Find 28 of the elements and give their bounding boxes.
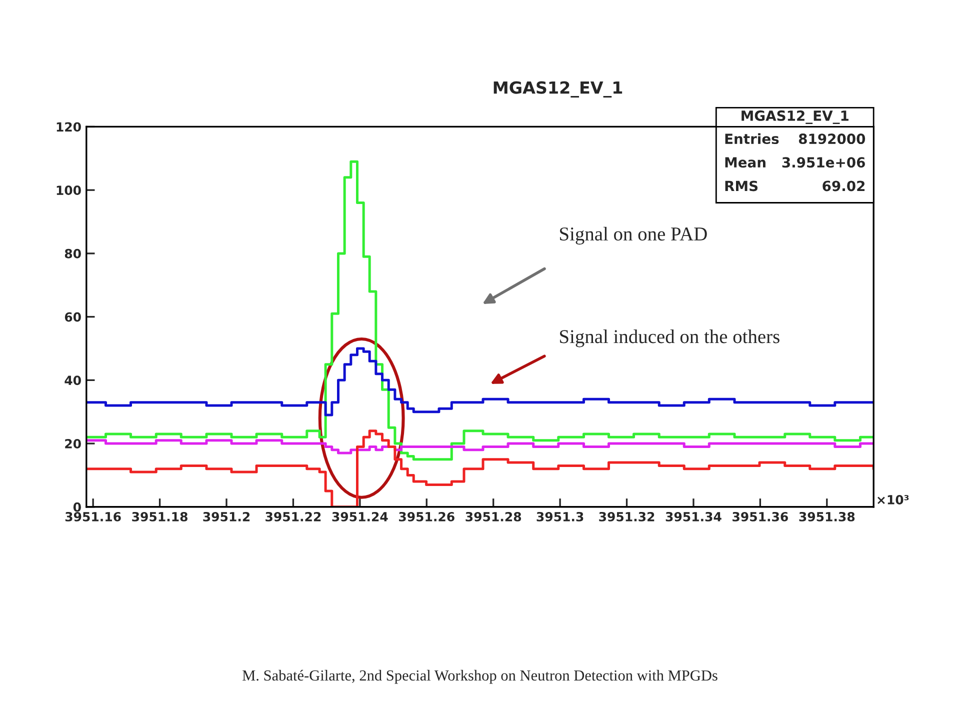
x-tick-label: 3951.16: [65, 512, 121, 522]
x-tick-label: 3951.2: [203, 512, 250, 522]
x-tick-label: 3951.18: [132, 512, 188, 522]
y-tick-label: 80: [64, 248, 81, 258]
y-tick-label: 100: [56, 186, 81, 196]
x-tick-label: 3951.32: [599, 512, 654, 522]
x-tick-label: 3951.26: [399, 512, 454, 522]
x-tick-label: 3951.28: [466, 512, 522, 522]
chart-title: MGAS12_EV_1: [494, 81, 622, 98]
y-tick-label: 40: [64, 376, 81, 386]
y-tick-label: 20: [65, 438, 81, 448]
x-tick-label: 3951.3: [536, 512, 584, 522]
text: Mean 3.951e+06: [725, 157, 865, 168]
x-tick-label: 3951.38: [799, 512, 855, 522]
y-tick-label: 120: [56, 122, 81, 132]
x-tick-label: 3951.36: [732, 512, 788, 522]
y-tick-label: 60: [64, 312, 81, 322]
x-tick-label: 3951.24: [332, 512, 388, 522]
text: Entries 8192000: [725, 133, 866, 144]
text: M. Sabaté-Gilarte, 2nd Special Workshop on Neutron Detection with MPGDs: [242, 670, 718, 684]
y-tick-label: 0: [73, 502, 81, 512]
x-tick-label: 3951.34: [666, 512, 722, 522]
text: MGAS12_EV_1: [742, 110, 848, 124]
x-tick-label: 3951.22: [266, 512, 321, 522]
text: ×10³: [878, 495, 909, 504]
annotation: Signal induced on the others: [560, 330, 780, 348]
annotation: Signal on one PAD: [560, 226, 707, 245]
text: RMS 69.02: [725, 180, 865, 192]
